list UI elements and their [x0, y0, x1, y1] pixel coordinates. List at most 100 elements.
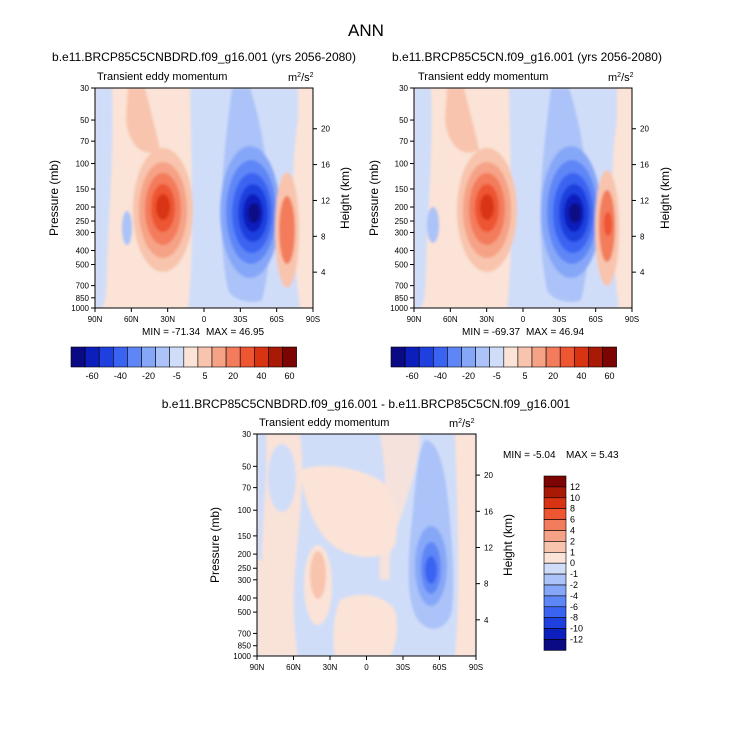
panel-1-red-tongue — [126, 88, 160, 153]
panel-1-ytick-label: 250 — [76, 217, 90, 226]
panel-3-ytick-label: 400 — [238, 594, 252, 603]
panel-1-xtick-label: 90N — [88, 315, 103, 324]
colorbar-label: 60 — [285, 371, 295, 381]
colorbar-swatch — [70, 346, 86, 368]
panel-2-height-tick-label: 20 — [640, 125, 649, 134]
panel-1-jet-n-l5 — [156, 194, 170, 220]
panel-3-west-edge — [258, 434, 267, 560]
panel-3-field-label: Transient eddy momentum — [259, 417, 389, 429]
panel-3-xtick-label: 0 — [364, 663, 369, 672]
colorbar-swatch — [141, 346, 156, 368]
colorbar-label: 10 — [570, 493, 580, 503]
colorbar-swatch — [543, 584, 567, 597]
panel-1-field-label: Transient eddy momentum — [97, 71, 227, 83]
colorbar-label: 4 — [570, 526, 575, 536]
colorbar-swatch — [475, 346, 491, 368]
panel-2-polar-l3 — [604, 212, 612, 236]
panel-3-height-tick-label: 8 — [484, 580, 489, 589]
colorbar-swatch — [461, 346, 476, 368]
figure-title: ANN — [348, 21, 384, 40]
panel-2: b.e11.BRCP85C5CN.f09_g16.001 (yrs 2056-2… — [367, 50, 672, 338]
colorbar-panel-2: -60 -40 -20 -5 5 20 40 60 — [390, 346, 617, 381]
panel-2-ytick-label: 150 — [395, 185, 409, 194]
colorbar-swatch — [432, 346, 448, 368]
panel-2-field-label: Transient eddy momentum — [418, 71, 548, 83]
colorbar-swatch — [543, 497, 567, 509]
panel-1-xtick-label: 0 — [202, 315, 207, 324]
colorbar-swatch — [543, 573, 567, 586]
colorbar-swatch — [517, 346, 533, 368]
colorbar-label: -5 — [493, 371, 501, 381]
panel-1-xtick-label: 90S — [306, 315, 320, 324]
panel-1-ytick-label: 1000 — [71, 304, 89, 313]
colorbar-swatch — [197, 346, 213, 368]
panel-2-max-label: MAX = 46.94 — [526, 327, 585, 338]
colorbar-label: -10 — [570, 624, 583, 634]
colorbar-swatch — [282, 346, 297, 368]
panel-2-ytick-label: 300 — [395, 228, 409, 237]
panel-2-ytick-label: 70 — [399, 137, 408, 146]
panel-3-ytick-label: 700 — [238, 629, 252, 638]
panel-1-ytick-label: 850 — [76, 294, 90, 303]
panel-3-xtick-label: 60N — [286, 663, 301, 672]
panel-3-xtick-label: 90N — [250, 663, 265, 672]
panel-2-jet-s-l6 — [569, 203, 581, 223]
panel-3-pink-center — [300, 465, 397, 557]
panel-3-ytick-label: 30 — [242, 430, 251, 439]
colorbar-swatch — [489, 346, 505, 368]
colorbar-label: 6 — [570, 515, 575, 525]
colorbar-swatch — [155, 346, 171, 368]
colorbar-label: -40 — [114, 371, 127, 381]
panel-1-ylabel: Pressure (mb) — [47, 160, 61, 236]
colorbar-swatch — [543, 475, 567, 488]
panel-3-xtick-label: 60S — [432, 663, 446, 672]
panel-1-ytick-label: 400 — [76, 247, 90, 256]
colorbar-swatch — [268, 346, 283, 368]
panel-2-xtick-label: 90N — [407, 315, 422, 324]
panel-1-ytick-label: 50 — [80, 116, 89, 125]
panel-3-xtick-label: 30N — [323, 663, 338, 672]
panel-2-ytick-label: 250 — [395, 217, 409, 226]
panel-1-height-tick-label: 20 — [321, 125, 330, 134]
colorbar-swatch — [503, 346, 519, 368]
panel-1-small-blue — [122, 211, 132, 245]
colorbar-swatch — [183, 346, 199, 368]
panel-2-xtick-label: 60N — [443, 315, 458, 324]
panel-2-xtick-label: 30N — [479, 315, 494, 324]
panel-3-height-tick-label: 4 — [484, 616, 489, 625]
colorbar-label: 40 — [256, 371, 266, 381]
panel-1-ytick-label: 500 — [76, 261, 90, 270]
panel-1-ytick-label: 200 — [76, 203, 90, 212]
panel-2-ylabel: Pressure (mb) — [367, 160, 381, 236]
panel-2-xtick-label: 60S — [589, 315, 603, 324]
panel-2-ytick-label: 500 — [395, 261, 409, 270]
colorbar-label: 60 — [605, 371, 615, 381]
panel-3-height-tick-label: 16 — [484, 507, 493, 516]
colorbar-label: 40 — [576, 371, 586, 381]
panel-1-xtick-label: 30S — [233, 315, 247, 324]
colorbar-label: -1 — [570, 569, 578, 579]
panel-1-ytick-label: 300 — [76, 228, 90, 237]
panel-2-ylabel-right: Height (km) — [658, 167, 672, 229]
colorbar-label: -5 — [173, 371, 181, 381]
panel-2-subtitle: b.e11.BRCP85C5CN.f09_g16.001 (yrs 2056-2… — [392, 50, 662, 64]
panel-3-xtick-label: 90S — [469, 663, 483, 672]
panel-3-ytick-label: 200 — [238, 550, 252, 559]
colorbar-label: 20 — [548, 371, 558, 381]
panel-1-height-tick-label: 12 — [321, 196, 330, 205]
panel-2-xtick-label: 90S — [625, 315, 639, 324]
panel-2-min-label: MIN = -69.37 — [462, 327, 521, 338]
colorbar-label: 5 — [202, 371, 207, 381]
panel-2-red-tongue — [445, 88, 479, 153]
panel-2-field — [414, 88, 632, 308]
colorbar-swatch — [573, 346, 589, 368]
colorbar-swatch — [418, 346, 434, 368]
colorbar-swatch — [98, 346, 114, 368]
colorbar-label: -60 — [86, 371, 99, 381]
colorbar-label: 20 — [228, 371, 238, 381]
panel-3-ytick-label: 50 — [242, 462, 251, 471]
colorbar-label: -60 — [406, 371, 419, 381]
